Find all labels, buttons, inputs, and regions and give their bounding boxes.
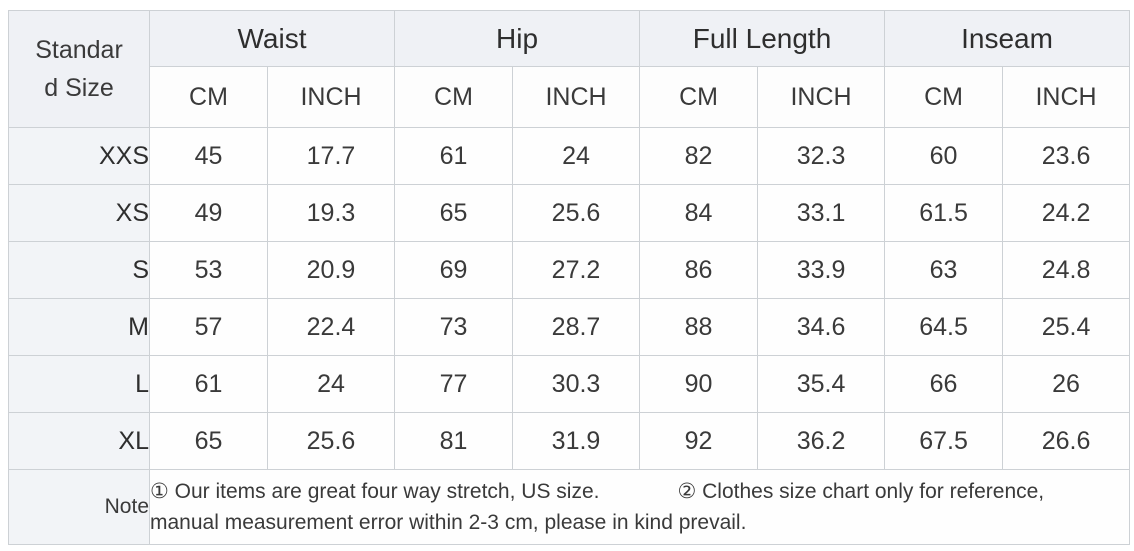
data-cell: 36.2 — [757, 412, 886, 470]
table-row-xl: XL 65 25.6 81 31.9 92 36.2 67.5 26.6 — [8, 412, 1131, 470]
data-cell: 35.4 — [757, 355, 886, 413]
data-cell: 69 — [394, 241, 513, 299]
data-cell: 65 — [394, 184, 513, 242]
size-chart-table: Standard Size Waist Hip Full Length Inse… — [8, 10, 1131, 545]
data-cell: 45 — [149, 127, 268, 185]
data-cell: 30.3 — [511, 355, 641, 413]
unit-header-inseam-inch: INCH — [1002, 66, 1131, 128]
size-label-l: L — [8, 355, 150, 413]
size-label-xl: XL — [8, 412, 150, 470]
data-cell: 81 — [394, 412, 513, 470]
data-cell: 86 — [639, 241, 759, 299]
data-cell: 73 — [394, 298, 513, 356]
data-cell: 49 — [149, 184, 268, 242]
standard-size-label: Standard Size — [35, 36, 123, 102]
size-label-xxs: XXS — [8, 127, 150, 185]
size-label-s: S — [8, 241, 150, 299]
data-cell: 31.9 — [511, 412, 641, 470]
data-cell: 19.3 — [267, 184, 395, 242]
size-label-xs: XS — [8, 184, 150, 242]
data-cell: 61.5 — [884, 184, 1004, 242]
unit-header-full-length-cm: CM — [639, 66, 759, 128]
unit-header-waist-cm: CM — [149, 66, 268, 128]
data-cell: 24 — [511, 127, 641, 185]
note-line-1: ① Our items are great four way stretch, … — [150, 476, 1129, 507]
data-cell: 33.9 — [757, 241, 886, 299]
data-cell: 32.3 — [757, 127, 886, 185]
column-group-hip: Hip — [393, 10, 641, 67]
note-label: Note — [8, 469, 150, 545]
data-cell: 77 — [394, 355, 513, 413]
data-cell: 25.6 — [511, 184, 641, 242]
data-cell: 25.6 — [267, 412, 395, 470]
data-cell: 90 — [639, 355, 759, 413]
unit-header-inseam-cm: CM — [884, 66, 1004, 128]
note-text: ① Our items are great four way stretch, … — [148, 469, 1131, 545]
table-row-m: M 57 22.4 73 28.7 88 34.6 64.5 25.4 — [8, 298, 1131, 356]
size-label-m: M — [8, 298, 150, 356]
data-cell: 82 — [639, 127, 759, 185]
data-cell: 61 — [394, 127, 513, 185]
data-cell: 65 — [149, 412, 268, 470]
table-row-s: S 53 20.9 69 27.2 86 33.9 63 24.8 — [8, 241, 1131, 299]
table-row-xxs: XXS 45 17.7 61 24 82 32.3 60 23.6 — [8, 127, 1131, 185]
data-cell: 66 — [884, 355, 1004, 413]
table-row-xs: XS 49 19.3 65 25.6 84 33.1 61.5 24.2 — [8, 184, 1131, 242]
data-cell: 28.7 — [511, 298, 641, 356]
table-row-l: L 61 24 77 30.3 90 35.4 66 26 — [8, 355, 1131, 413]
column-group-waist: Waist — [149, 10, 395, 67]
data-cell: 22.4 — [267, 298, 395, 356]
data-cell: 24 — [267, 355, 395, 413]
data-cell: 88 — [639, 298, 759, 356]
data-cell: 67.5 — [884, 412, 1004, 470]
data-cell: 26.6 — [1002, 412, 1131, 470]
standard-size-header: Standard Size — [8, 10, 150, 128]
data-cell: 92 — [639, 412, 759, 470]
data-cell: 34.6 — [757, 298, 886, 356]
data-cell: 61 — [149, 355, 268, 413]
data-cell: 57 — [149, 298, 268, 356]
table-row-note: Note ① Our items are great four way stre… — [8, 469, 1131, 545]
unit-header-hip-inch: INCH — [511, 66, 641, 128]
unit-header-waist-inch: INCH — [267, 66, 395, 128]
column-group-full-length: Full Length — [639, 10, 886, 67]
data-cell: 63 — [884, 241, 1004, 299]
data-cell: 24.8 — [1002, 241, 1131, 299]
data-cell: 23.6 — [1002, 127, 1131, 185]
data-cell: 64.5 — [884, 298, 1004, 356]
data-cell: 17.7 — [267, 127, 395, 185]
data-cell: 26 — [1002, 355, 1131, 413]
unit-header-hip-cm: CM — [394, 66, 513, 128]
data-cell: 25.4 — [1002, 298, 1131, 356]
note-part-1: ① Our items are great four way stretch, … — [150, 480, 600, 503]
data-cell: 53 — [149, 241, 268, 299]
data-cell: 24.2 — [1002, 184, 1131, 242]
data-cell: 20.9 — [267, 241, 395, 299]
unit-header-full-length-inch: INCH — [757, 66, 886, 128]
data-cell: 33.1 — [757, 184, 886, 242]
data-cell: 27.2 — [511, 241, 641, 299]
note-part-2: ② Clothes size chart only for reference, — [677, 480, 1045, 503]
note-line-2: manual measurement error within 2-3 cm, … — [150, 507, 1129, 538]
note-part-3: manual measurement error within 2-3 cm, … — [150, 511, 747, 534]
data-cell: 60 — [884, 127, 1004, 185]
column-group-inseam: Inseam — [884, 10, 1131, 67]
data-cell: 84 — [639, 184, 759, 242]
